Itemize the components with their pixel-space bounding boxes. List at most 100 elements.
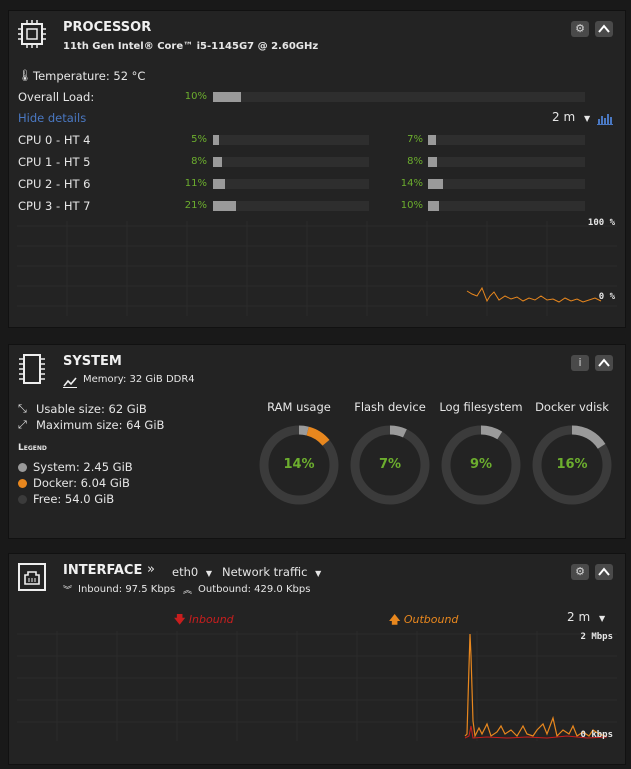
inbound-legend-label: Inbound: [188, 613, 234, 626]
graph-top-label: 2 Mbps: [580, 632, 613, 642]
info-icon[interactable]: i: [571, 355, 589, 371]
donut-title: Docker vdisk: [535, 400, 609, 414]
cpu-b-fill: [428, 179, 444, 189]
cpu-b-pct: 8%: [407, 156, 423, 167]
cpu-a-bar: [213, 157, 369, 167]
dropdown-caret-icon: ▼: [598, 614, 606, 623]
cpu-label: CPU 1 - HT 5: [18, 155, 91, 169]
settings-gear-icon[interactable]: ⚙: [571, 21, 589, 37]
donut-system-segment: [441, 425, 521, 505]
network-graph: 2 Mbps 0 kbps: [17, 626, 617, 746]
donut-title: RAM usage: [267, 400, 331, 414]
legend-dot-icon: [18, 495, 27, 504]
cpu-graph: 100 % 0 %: [17, 216, 617, 321]
cpu-a-pct: 8%: [191, 156, 207, 167]
cpu-label: CPU 0 - HT 4: [18, 133, 91, 147]
donut-percent: 7%: [378, 457, 402, 472]
donut-system-segment: [259, 425, 339, 505]
double-chevron-up-icon: ︽: [183, 586, 193, 596]
system-panel: SYSTEM Memory: 32 GiB DDR4 i ⤡ Usable si…: [8, 344, 626, 539]
inbound-legend: 🡇 Inbound: [174, 611, 234, 630]
memory-text: Memory: 32 GiB DDR4: [83, 374, 195, 385]
usage-donut: 9%: [439, 423, 523, 511]
donut-percent: 9%: [469, 457, 493, 472]
usable-size: Usable size: 62 GiB: [36, 402, 147, 416]
expand-icon: ⤢: [18, 418, 27, 431]
cpu-a-fill: [213, 157, 222, 167]
interface-panel: INTERFACE » eth0 ▼ Network traffic ▼ ︾ I…: [8, 553, 626, 765]
arrow-down-icon: 🡇: [174, 613, 186, 626]
panel-title: PROCESSOR: [63, 20, 152, 35]
interface-select[interactable]: eth0 ▼: [172, 565, 212, 579]
cpu-b-pct: 7%: [407, 134, 423, 145]
cpu-model: 11th Gen Intel® Core™ i5-1145G7 @ 2.60GH…: [63, 41, 319, 52]
overall-load-label: Overall Load:: [18, 90, 95, 104]
panel-title: SYSTEM: [63, 354, 122, 369]
cpu-label: CPU 2 - HT 6: [18, 177, 91, 191]
inbound-text: Inbound: 97.5 Kbps: [78, 584, 176, 595]
cpu-b-bar: [428, 157, 585, 167]
legend-dot-icon: [18, 479, 27, 488]
graph-bottom-label: 0 %: [598, 292, 615, 302]
legend-title: Legend: [18, 443, 47, 453]
dropdown-caret-icon: ▼: [315, 569, 322, 578]
cpu-a-fill: [213, 201, 237, 211]
collapse-chevron-icon[interactable]: [595, 355, 613, 371]
donut-title: Flash device: [354, 400, 426, 414]
expand-icon: ⤡: [18, 402, 27, 415]
mode-select[interactable]: Network traffic ▼: [222, 565, 321, 579]
outbound-legend: 🡅 Outbound: [389, 611, 458, 630]
chart-toggle-icon[interactable]: [597, 110, 613, 129]
ethernet-port-icon: [18, 563, 46, 595]
overall-load-fill: [213, 92, 241, 102]
donut-percent: 16%: [556, 457, 588, 472]
cpu-label: CPU 3 - HT 7: [18, 199, 91, 213]
donut-title: Log filesystem: [439, 400, 523, 414]
interface-value: eth0: [172, 565, 199, 579]
outbound-legend-label: Outbound: [403, 613, 459, 626]
settings-gear-icon[interactable]: ⚙: [571, 564, 589, 580]
donut-system-segment: [350, 425, 430, 505]
interval-select[interactable]: 2 m ▼: [567, 610, 605, 624]
donut-percent: 14%: [283, 457, 315, 472]
cpu-icon: [18, 20, 46, 52]
cpu-a-pct: 5%: [191, 134, 207, 145]
double-chevron-right-icon: »: [147, 562, 155, 577]
hide-details-link[interactable]: Hide details: [18, 111, 87, 125]
temperature-text: Temperature: 52 °C: [33, 69, 146, 83]
cpu-a-bar: [213, 201, 369, 211]
interval-value: 2 m: [552, 110, 576, 124]
cpu-a-fill: [213, 135, 219, 145]
thermometer-icon: 🌡: [18, 69, 32, 82]
cpu-b-fill: [428, 157, 437, 167]
legend-list: System: 2.45 GiB Docker: 6.04 GiB Free: 54…: [18, 460, 133, 508]
panel-title: INTERFACE: [63, 563, 143, 578]
overall-load-bar: [213, 92, 585, 102]
cpu-a-pct: 21%: [184, 200, 207, 211]
interval-select[interactable]: 2 m ▼: [552, 110, 590, 124]
collapse-chevron-icon[interactable]: [595, 21, 613, 37]
usage-donut: 16%: [530, 423, 614, 511]
collapse-chevron-icon[interactable]: [595, 564, 613, 580]
processor-panel: PROCESSOR 11th Gen Intel® Core™ i5-1145G…: [8, 10, 626, 328]
cpu-a-bar: [213, 135, 369, 145]
legend-dot-icon: [18, 463, 27, 472]
graph-top-label: 100 %: [587, 218, 615, 228]
donut-system-segment: [532, 425, 612, 505]
legend-label: Docker: 6.04 GiB: [33, 476, 130, 490]
outbound-text: Outbound: 429.0 Kbps: [198, 584, 311, 595]
dropdown-caret-icon: ▼: [583, 114, 591, 123]
memory-chip-icon: [18, 353, 46, 389]
interval-value: 2 m: [567, 610, 591, 624]
legend-item: Docker: 6.04 GiB: [18, 476, 133, 492]
cpu-a-pct: 11%: [184, 178, 207, 189]
legend-label: System: 2.45 GiB: [33, 460, 133, 474]
usage-donut: 14%: [257, 423, 341, 511]
mode-value: Network traffic: [222, 565, 308, 579]
cpu-a-bar: [213, 179, 369, 189]
graph-bottom-label: 0 kbps: [580, 730, 613, 740]
usage-donut: 7%: [348, 423, 432, 511]
legend-label: Free: 54.0 GiB: [33, 492, 115, 506]
chart-line-icon: [63, 373, 77, 392]
cpu-b-bar: [428, 179, 585, 189]
